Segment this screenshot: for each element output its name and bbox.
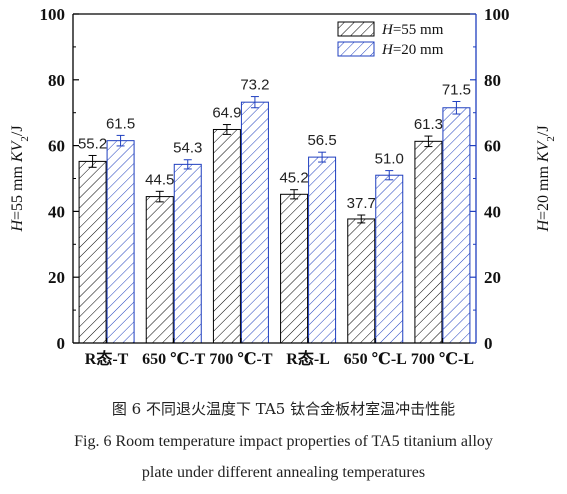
x-tick-label: 650 ℃-T	[142, 351, 206, 368]
data-label: 61.5	[106, 115, 135, 132]
data-label: 61.3	[414, 116, 443, 133]
figure-caption-english-line2: plate under different annealing temperat…	[141, 464, 426, 481]
y-tick-label-right: 100	[484, 5, 510, 24]
bar-h20	[106, 140, 135, 344]
data-label: 64.9	[212, 105, 241, 122]
legend-label: H=55 mm	[381, 22, 444, 38]
y-tick-label-right: 60	[484, 137, 501, 156]
data-label: 51.0	[375, 151, 404, 168]
y-tick-label-right: 20	[484, 268, 501, 287]
y-tick-label-right: 80	[484, 71, 501, 90]
bar-h20	[173, 163, 202, 344]
plot-area: 55.2 44.5 64.9 45.2 37.7 61.3 61.5 54.3 73.2 56.5…	[9, 5, 557, 368]
bar-h20	[308, 156, 337, 344]
data-label: 44.5	[145, 171, 174, 188]
y-tick-label-left: 80	[48, 71, 65, 90]
x-tick-label: 700 ℃-L	[411, 351, 474, 368]
data-label: 55.2	[78, 135, 107, 152]
data-label: 37.7	[347, 195, 376, 212]
bar-h55	[280, 193, 309, 344]
y-tick-label-left: 0	[57, 334, 66, 353]
bar-h20	[240, 101, 269, 344]
bar-h55	[78, 160, 107, 344]
x-tick-label: 700 ℃-T	[209, 351, 273, 368]
y-tick-label-right: 40	[484, 202, 501, 221]
y-tick-label-right: 0	[484, 334, 493, 353]
data-label: 54.3	[173, 140, 202, 157]
y-tick-label-left: 20	[48, 268, 65, 287]
bar-h55	[347, 218, 376, 344]
y-axis-title-left: H=55 mm KV2/J	[9, 125, 31, 232]
y-axis-title-right: H=20 mm KV2/J	[535, 125, 557, 232]
x-tick-label: 650 ℃-L	[344, 351, 407, 368]
data-label: 45.2	[279, 170, 308, 187]
data-label: 56.5	[307, 132, 336, 149]
bar-h55	[414, 140, 443, 344]
x-tick-label: R态-T	[85, 349, 129, 368]
bar-h20	[442, 107, 471, 344]
y-tick-label-left: 100	[40, 5, 66, 24]
legend-swatch-h20	[337, 41, 375, 57]
x-tick-label: R态-L	[286, 349, 330, 368]
y-tick-label-left: 40	[48, 202, 65, 221]
data-label: 73.2	[240, 77, 269, 94]
figure-caption-chinese: 图 6 不同退火温度下 TA5 钛合金板材室温冲击性能	[111, 400, 456, 418]
y-tick-label-left: 60	[48, 137, 65, 156]
bar-h55	[145, 196, 174, 344]
legend-label: H=20 mm	[381, 42, 444, 58]
chart-figure: 55.2 44.5 64.9 45.2 37.7 61.3 61.5 54.3 73.2 56.5…	[9, 5, 557, 368]
bar-h20	[375, 174, 404, 344]
figure-caption-english-line1: Fig. 6 Room temperature impact propertie…	[74, 433, 493, 450]
bar-h55	[212, 128, 241, 344]
data-label: 71.5	[442, 82, 471, 99]
legend-swatch-h55	[337, 21, 375, 37]
